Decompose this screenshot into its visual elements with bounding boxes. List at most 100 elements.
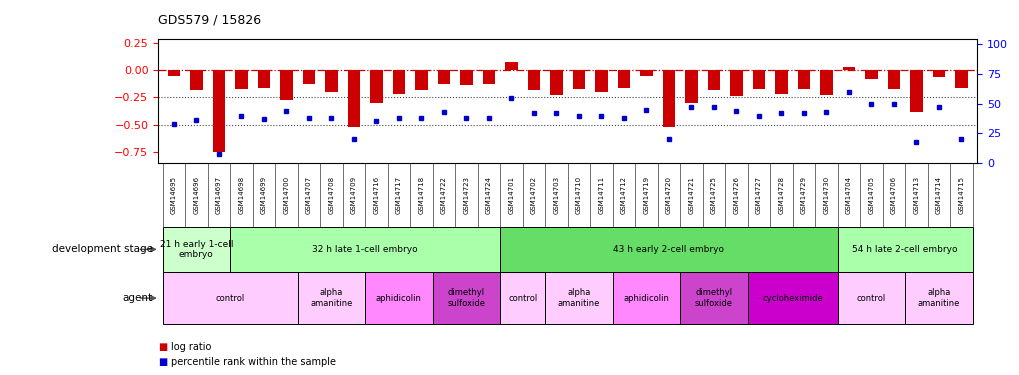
Text: GSM14711: GSM14711 (598, 176, 604, 214)
Text: GSM14728: GSM14728 (777, 176, 784, 214)
Bar (747, 272, 837, 324)
Text: GSM14722: GSM14722 (440, 176, 446, 214)
Text: ■: ■ (158, 342, 167, 352)
Text: GSM14717: GSM14717 (395, 176, 401, 214)
Text: dimethyl
sulfoxide: dimethyl sulfoxide (447, 288, 485, 308)
Bar (432, 272, 499, 324)
Bar (499, 227, 837, 272)
Bar (544, 272, 612, 324)
Bar (460, 70, 472, 86)
Bar (347, 70, 360, 127)
Bar (954, 70, 967, 87)
Bar (235, 70, 248, 88)
Bar (707, 70, 719, 90)
Text: control: control (856, 294, 886, 303)
Text: GSM14720: GSM14720 (665, 176, 672, 214)
Bar (612, 272, 680, 324)
Bar (618, 70, 630, 87)
Text: log ratio: log ratio (171, 342, 212, 352)
Text: GSM14704: GSM14704 (845, 176, 851, 214)
Text: GSM14697: GSM14697 (216, 176, 222, 214)
Text: GSM14715: GSM14715 (958, 176, 963, 214)
Bar (325, 70, 337, 92)
Bar (162, 272, 298, 324)
Bar (392, 70, 405, 94)
Text: 21 h early 1-cell
embryo: 21 h early 1-cell embryo (159, 240, 233, 259)
Text: GSM14700: GSM14700 (283, 176, 289, 214)
Text: GSM14713: GSM14713 (912, 176, 918, 214)
Text: GSM14699: GSM14699 (261, 176, 267, 214)
Text: GSM14695: GSM14695 (171, 176, 176, 214)
Bar (752, 70, 764, 88)
Bar (640, 70, 652, 75)
Bar (864, 70, 876, 79)
Bar (437, 70, 449, 84)
Text: GSM14708: GSM14708 (328, 176, 334, 214)
Text: GSM14730: GSM14730 (822, 176, 828, 214)
Bar (797, 70, 809, 88)
Bar (837, 227, 972, 272)
Text: GSM14724: GSM14724 (485, 176, 491, 214)
Bar (819, 70, 832, 95)
Bar (280, 70, 292, 100)
Bar (162, 227, 230, 272)
Text: GSM14709: GSM14709 (351, 176, 357, 214)
Text: GSM14729: GSM14729 (800, 176, 806, 214)
Bar (365, 272, 432, 324)
Bar (549, 70, 562, 95)
Bar (595, 70, 607, 92)
Text: aphidicolin: aphidicolin (623, 294, 668, 303)
Bar (837, 272, 904, 324)
Text: GSM14698: GSM14698 (238, 176, 245, 214)
Text: cycloheximide: cycloheximide (761, 294, 822, 303)
Text: GSM14716: GSM14716 (373, 176, 379, 214)
Text: GSM14707: GSM14707 (306, 176, 312, 214)
Bar (931, 70, 945, 76)
Text: 32 h late 1-cell embryo: 32 h late 1-cell embryo (312, 245, 418, 254)
Text: GSM14701: GSM14701 (507, 176, 514, 214)
Text: alpha
amanitine: alpha amanitine (917, 288, 959, 308)
Text: GSM14719: GSM14719 (643, 176, 649, 214)
Bar (680, 272, 747, 324)
Text: GSM14714: GSM14714 (935, 176, 941, 214)
Text: GSM14725: GSM14725 (710, 176, 716, 214)
Text: alpha
amanitine: alpha amanitine (557, 288, 599, 308)
Text: GSM14710: GSM14710 (576, 176, 581, 214)
Text: aphidicolin: aphidicolin (376, 294, 422, 303)
Bar (504, 62, 517, 70)
Bar (774, 70, 787, 94)
Bar (258, 70, 270, 87)
Text: development stage: development stage (52, 244, 153, 254)
Bar (298, 272, 365, 324)
Bar (482, 70, 494, 84)
Text: GSM14727: GSM14727 (755, 176, 761, 214)
Text: agent: agent (122, 293, 153, 303)
Text: GSM14703: GSM14703 (553, 176, 558, 214)
Bar (167, 70, 180, 75)
Bar (730, 70, 742, 96)
Text: GSM14723: GSM14723 (463, 176, 469, 214)
Text: dimethyl
sulfoxide: dimethyl sulfoxide (694, 288, 733, 308)
Text: GDS579 / 15826: GDS579 / 15826 (158, 13, 261, 26)
Bar (230, 227, 499, 272)
Bar (904, 272, 972, 324)
Text: GSM14706: GSM14706 (890, 176, 896, 214)
Bar (685, 70, 697, 103)
Text: GSM14705: GSM14705 (867, 176, 873, 214)
Text: GSM14696: GSM14696 (194, 176, 199, 214)
Text: 54 h late 2-cell embryo: 54 h late 2-cell embryo (852, 245, 957, 254)
Bar (370, 70, 382, 103)
Text: GSM14702: GSM14702 (530, 176, 536, 214)
Bar (572, 70, 585, 88)
Text: percentile rank within the sample: percentile rank within the sample (171, 357, 336, 367)
Bar (499, 272, 544, 324)
Text: 43 h early 2-cell embryo: 43 h early 2-cell embryo (612, 245, 723, 254)
Text: GSM14712: GSM14712 (621, 176, 627, 214)
Text: ■: ■ (158, 357, 167, 367)
Text: control: control (507, 294, 537, 303)
Text: GSM14718: GSM14718 (418, 176, 424, 214)
Bar (190, 70, 203, 90)
Bar (212, 70, 225, 152)
Bar (415, 70, 427, 90)
Bar (842, 67, 854, 70)
